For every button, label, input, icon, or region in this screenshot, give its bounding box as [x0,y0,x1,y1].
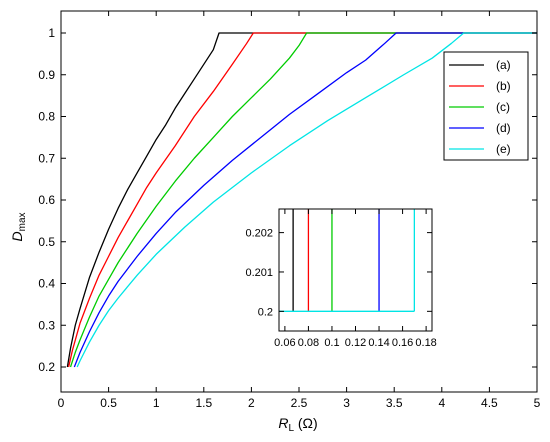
inset-frame [278,208,433,332]
main-x-tick-label: 4.5 [481,396,498,410]
main-series-a [66,32,537,368]
main-x-tick-label: 0.5 [100,396,117,410]
main-y-tick-label: 0.4 [38,277,55,291]
y-axis-label-main: D [9,231,25,241]
main-y-tick-label: 0.5 [38,235,55,249]
inset-x-tick-label: 0.12 [345,337,366,349]
main-x-tick-label: 2.5 [291,396,308,410]
inset-x-tick-label: 0.1 [324,337,339,349]
main-x-tick-label: 3 [343,396,350,410]
legend-label-e: (e) [496,142,511,156]
main-y-tick-label: 0.9 [38,68,55,82]
main-series-e [76,32,537,368]
main-x-tick-label: 3.5 [386,396,403,410]
inset-x-tick-label: 0.14 [368,337,389,349]
main-y-tick-label: 1 [48,26,55,40]
inset-x-tick-label: 0.16 [392,337,413,349]
inset-plot-area: 0.06 0.08 0.1 0.12 0.14 0.16 0.18 0.2 0.201 0.202 [245,208,437,349]
main-series-group [66,32,537,368]
main-x-tick-label: 1 [153,396,160,410]
main-y-tick-label: 0.6 [38,193,55,207]
main-y-tick-label: 0.3 [38,318,55,332]
main-x-tick-label: 1.5 [195,396,212,410]
legend-label-b: (b) [496,79,511,93]
legend: (a) (b) (c) (d) (e) [443,51,529,161]
x-axis-label-unit: (Ω) [294,415,318,431]
inset-x-tick-label: 0.06 [274,337,295,349]
main-series-b [67,32,537,368]
legend-label-d: (d) [496,121,511,135]
legend-label-a: (a) [496,58,511,72]
inset-background [279,209,432,331]
main-x-tick-label: 5 [534,396,541,410]
inset-x-tick-label: 0.18 [415,337,436,349]
main-x-tick-label: 0 [58,396,65,410]
main-frame [60,10,538,393]
main-x-tick-label: 2 [248,396,255,410]
x-axis-label-sub: L [288,423,294,434]
main-x-tick-label: 4 [438,396,445,410]
inset-y-tick-label: 0.202 [245,228,273,240]
legend-label-c: (c) [496,100,510,114]
main-y-tick-label: 0.2 [38,360,55,374]
x-axis-label: RL (Ω) [278,415,317,434]
y-axis-label-sub: max [17,212,28,231]
main-y-tick-label: 0.8 [38,110,55,124]
inset-y-tick-label: 0.201 [245,267,273,279]
x-axis-label-main: R [278,415,288,431]
y-axis-label: Dmax [9,212,28,241]
main-y-tick-label: 0.7 [38,151,55,165]
inset-series-group [279,209,416,312]
inset-x-tick-label: 0.08 [298,337,319,349]
main-series-d [73,32,537,368]
main-series-c [69,32,537,368]
inset-y-tick-label: 0.2 [258,306,273,318]
legend-box [443,51,529,161]
